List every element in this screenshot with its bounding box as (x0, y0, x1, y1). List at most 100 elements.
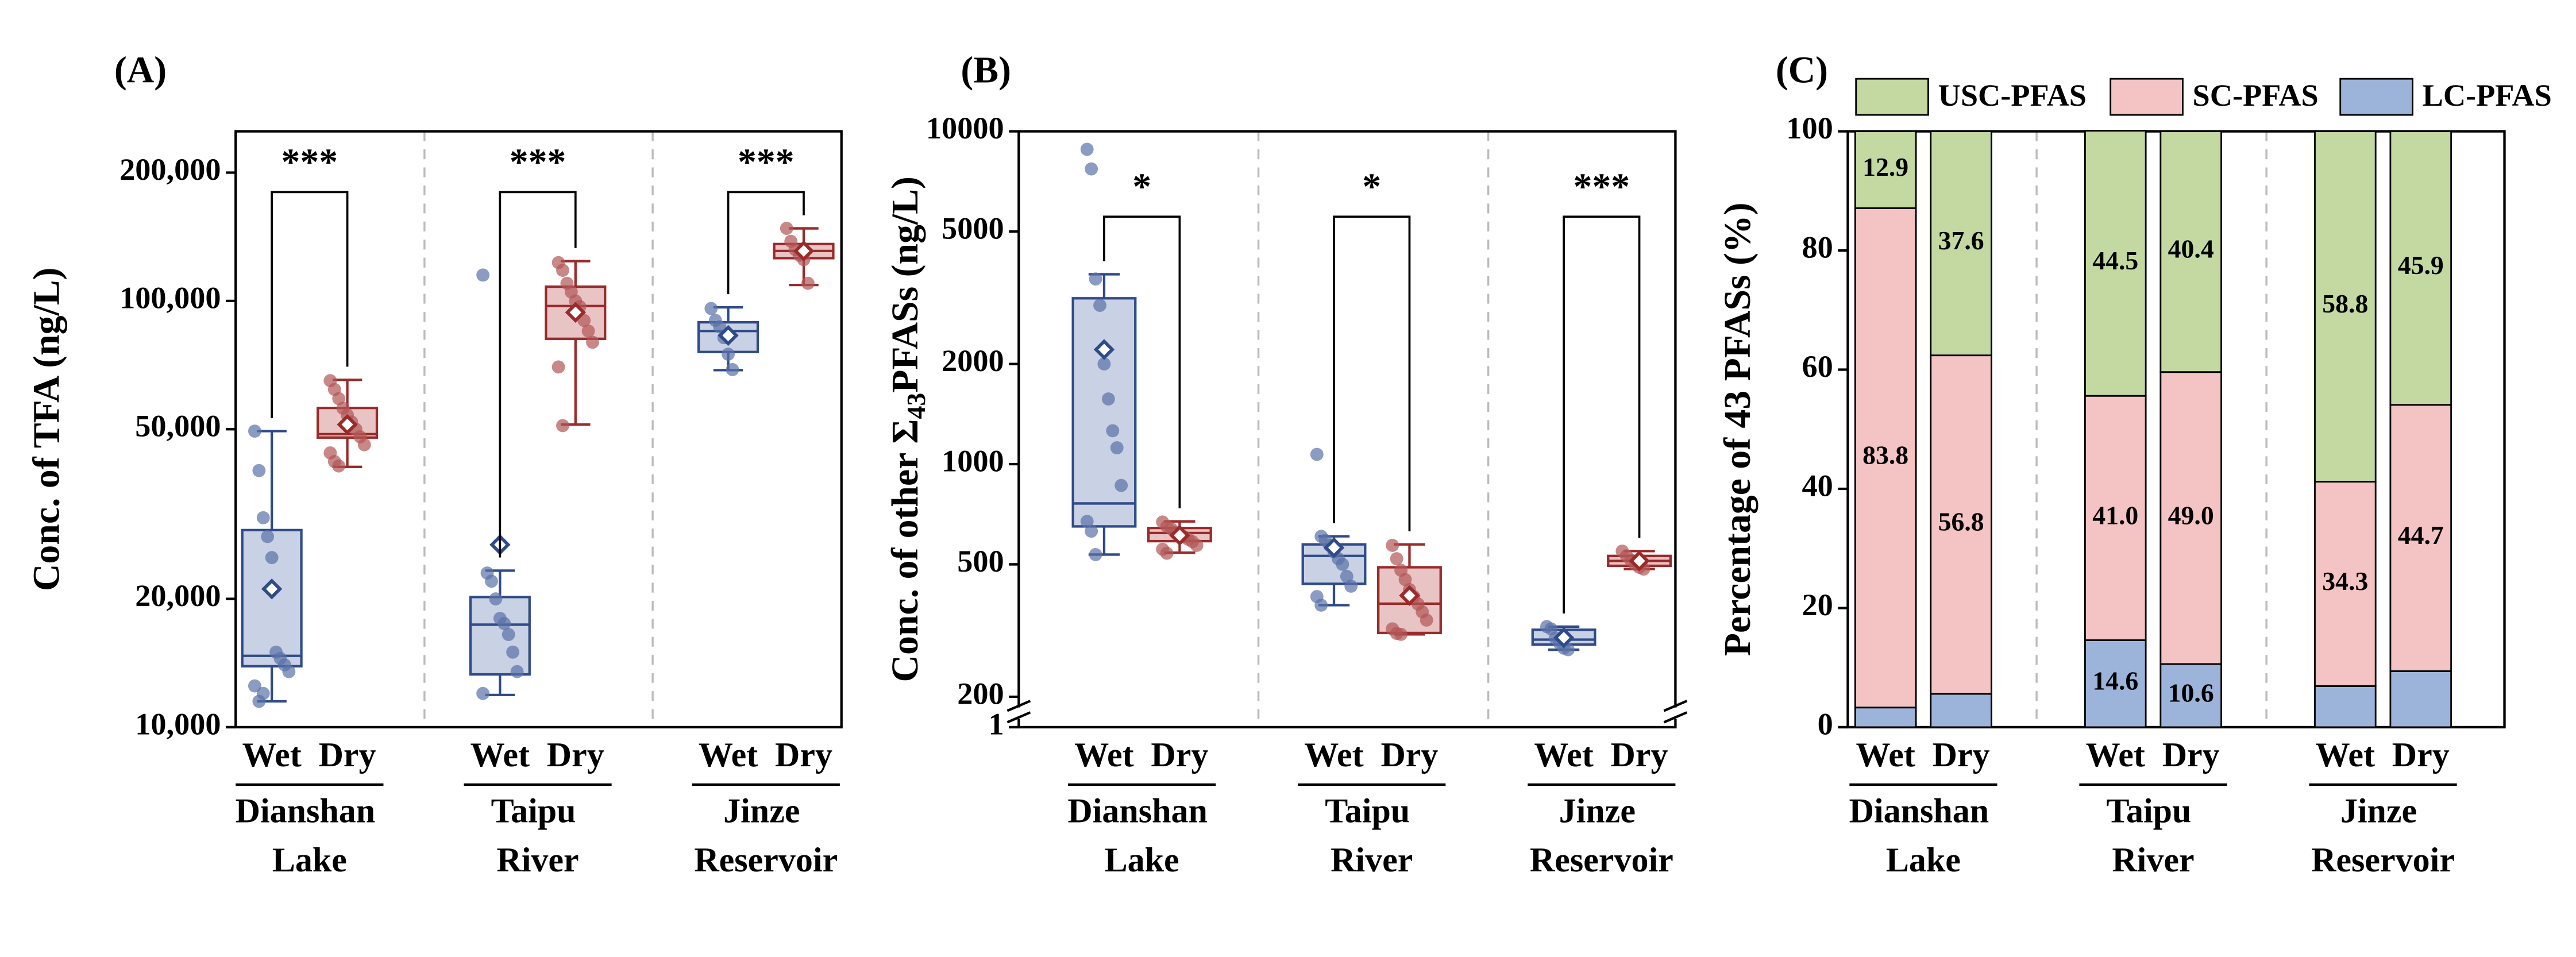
data-point (1398, 573, 1412, 586)
x-tick-label: Dry (1380, 736, 1438, 774)
data-point (485, 574, 498, 588)
axis-break (1663, 711, 1688, 724)
box (1071, 297, 1137, 528)
panel-label: (B) (961, 49, 1011, 91)
axis-break (1663, 700, 1688, 712)
data-point (489, 592, 503, 605)
data-point (1420, 613, 1433, 627)
mean-marker (1169, 524, 1190, 546)
bar-segment (2314, 130, 2377, 483)
data-point (248, 679, 261, 693)
significance-label: *** (510, 141, 566, 183)
data-point (780, 222, 793, 235)
significance-bracket (1563, 215, 1641, 613)
group-label: Dianshan Lake (1067, 792, 1216, 879)
x-tick-label: Dry (1151, 736, 1208, 774)
data-point (256, 686, 270, 700)
data-point (282, 665, 296, 678)
data-point (1344, 579, 1358, 593)
value-label: 45.9 (2398, 250, 2444, 280)
y-tick-label: 10000 (926, 111, 1004, 145)
mean-marker (337, 414, 358, 435)
data-point (726, 363, 739, 376)
bar-segment (1930, 130, 1992, 357)
data-point (556, 419, 569, 433)
data-point (1394, 627, 1408, 641)
x-tick-label: Dry (319, 736, 376, 774)
y-tick-label: 20,000 (135, 578, 221, 613)
significance-label: *** (738, 141, 795, 183)
legend-label: SC-PFAS (2193, 78, 2319, 113)
x-tick-label: Wet (1534, 736, 1593, 774)
data-point (704, 302, 718, 315)
data-point (1106, 424, 1120, 438)
data-point (261, 530, 275, 543)
y-tick-label: 0 (1818, 707, 1833, 741)
data-point (256, 511, 270, 524)
data-point (510, 665, 524, 678)
mean-marker (1629, 550, 1650, 572)
legend-swatch (1855, 78, 1929, 116)
y-tick-label: 5000 (942, 211, 1004, 245)
plot-frame (234, 130, 843, 729)
data-point (252, 464, 266, 477)
x-tick-label: Dry (1933, 736, 1990, 774)
data-point (357, 438, 371, 452)
bar-segment (1930, 354, 1992, 695)
y-tick-label: 80 (1802, 230, 1833, 265)
data-point (801, 276, 815, 290)
box (469, 596, 531, 676)
y-tick-label: 100 (1786, 111, 1833, 145)
data-point (498, 617, 511, 631)
significance-label: * (1132, 166, 1151, 208)
data-point (1160, 546, 1174, 560)
significance-bracket (499, 191, 577, 558)
value-label: 12.9 (1862, 152, 1908, 182)
mean-marker (793, 240, 815, 262)
data-point (506, 645, 520, 659)
group-label: Jinze Reservoir (694, 792, 838, 879)
significance-bracket (1103, 215, 1181, 508)
group-label: Dianshan Lake (236, 792, 384, 879)
data-point (1110, 441, 1124, 454)
group-label: Taipu River (491, 792, 585, 879)
x-tick-label: Wet (1304, 736, 1363, 774)
data-point (1310, 447, 1324, 461)
significance-label: *** (281, 141, 338, 183)
significance-label: *** (1574, 166, 1630, 208)
significance-bracket (1333, 215, 1411, 531)
data-point (1097, 357, 1111, 371)
bar-segment (2389, 670, 2452, 728)
bar-segment (1854, 130, 1917, 209)
value-label: 44.7 (2398, 520, 2444, 550)
x-tick-label: Dry (2162, 736, 2220, 774)
data-point (1093, 299, 1106, 312)
group-label: Jinze Reservoir (2311, 792, 2455, 879)
y-tick-label: 100,000 (119, 280, 221, 315)
y-tick-label: 10,000 (135, 707, 221, 741)
bar-segment (1854, 707, 1917, 728)
data-point (1085, 524, 1098, 538)
group-label: Jinze Reservoir (1530, 792, 1673, 879)
mean-marker (261, 578, 283, 600)
significance-bracket (271, 191, 349, 418)
x-tick-label: Wet (2086, 736, 2145, 774)
data-point (586, 335, 599, 349)
data-point (581, 324, 595, 338)
data-point (476, 686, 490, 700)
legend-label: USC-PFAS (1938, 78, 2087, 113)
y-tick-label: 20 (1802, 588, 1833, 622)
data-point (502, 628, 515, 641)
mean-marker (1093, 339, 1115, 360)
value-label: 34.3 (2322, 566, 2368, 596)
axis-break (1007, 711, 1031, 724)
y-axis-title: Percentage of 43 PFASs (%) (1717, 202, 1759, 656)
value-label: 83.8 (1862, 441, 1908, 470)
group-label: Dianshan Lake (1849, 792, 1997, 879)
data-point (1115, 479, 1128, 492)
mean-marker (1323, 537, 1345, 558)
y-tick-label: 200,000 (119, 152, 221, 187)
data-point (1336, 558, 1349, 571)
